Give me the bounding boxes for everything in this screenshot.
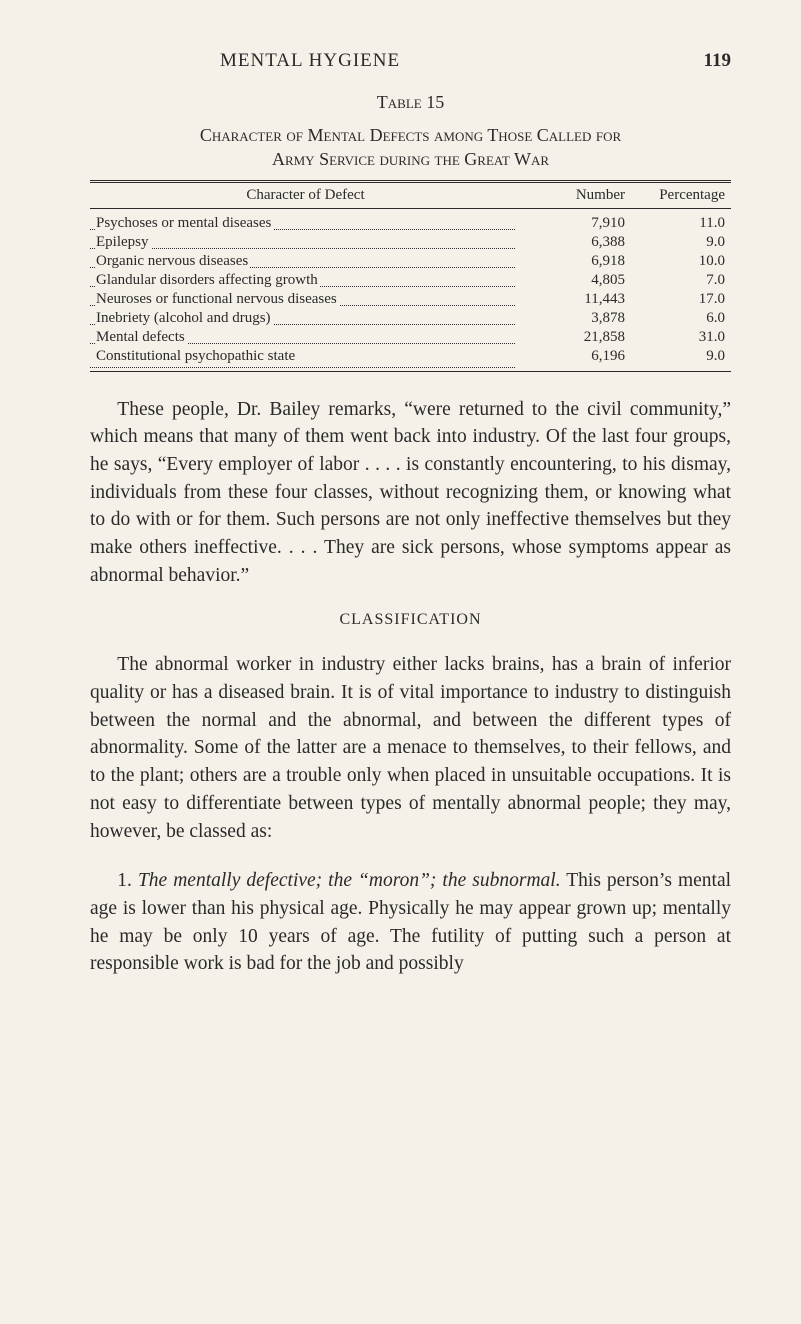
number-cell: 6,388 [521, 233, 631, 252]
page-number: 119 [704, 50, 731, 72]
leader-dots [90, 248, 515, 249]
table-title-line2: Army Service during the Great War [272, 149, 549, 169]
defect-cell: Epilepsy [96, 234, 151, 250]
p3-italic-term: The mentally defective; the “moron”; the… [138, 870, 561, 891]
percentage-cell: 11.0 [631, 208, 731, 233]
percentage-cell: 10.0 [631, 252, 731, 271]
table-row: Organic nervous diseases 6,918 10.0 [90, 252, 731, 271]
table-row: Epilepsy 6,388 9.0 [90, 233, 731, 252]
percentage-cell: 9.0 [631, 347, 731, 372]
percentage-cell: 31.0 [631, 328, 731, 347]
defect-cell: Constitutional psychopathic state [96, 348, 297, 364]
table-row: Psychoses or mental diseases 7,910 11.0 [90, 208, 731, 233]
table-title: Character of Mental Defects among Those … [90, 123, 731, 172]
number-cell: 7,910 [521, 208, 631, 233]
number-cell: 21,858 [521, 328, 631, 347]
p3-lead-number: 1. [117, 870, 138, 891]
table-body: Psychoses or mental diseases 7,910 11.0 … [90, 208, 731, 371]
number-cell: 3,878 [521, 309, 631, 328]
leader-dots [90, 367, 515, 368]
defect-cell: Psychoses or mental diseases [96, 215, 273, 231]
col-header-percentage: Percentage [631, 181, 731, 208]
paragraph-2: The abnormal worker in industry either l… [90, 651, 731, 845]
percentage-cell: 17.0 [631, 290, 731, 309]
defect-cell: Inebriety (alcohol and drugs) [96, 310, 273, 326]
defects-table: Character of Defect Number Percentage Ps… [90, 180, 731, 372]
percentage-cell: 7.0 [631, 271, 731, 290]
table-header-row: Character of Defect Number Percentage [90, 181, 731, 208]
defect-cell: Mental defects [96, 329, 187, 345]
table-row: Inebriety (alcohol and drugs) 3,878 6.0 [90, 309, 731, 328]
table-row: Neuroses or functional nervous diseases … [90, 290, 731, 309]
number-cell: 4,805 [521, 271, 631, 290]
paragraph-3: 1. The mentally defective; the “moron”; … [90, 867, 731, 978]
table-row: Constitutional psychopathic state 6,196 … [90, 347, 731, 372]
defect-cell: Glandular disorders affecting growth [96, 272, 320, 288]
col-header-defect: Character of Defect [90, 181, 521, 208]
number-cell: 11,443 [521, 290, 631, 309]
col-header-number: Number [521, 181, 631, 208]
page-header: MENTAL HYGIENE 119 [90, 50, 731, 72]
defect-cell: Neuroses or functional nervous diseases [96, 291, 339, 307]
running-head: MENTAL HYGIENE [220, 50, 400, 72]
table-title-line1: Character of Mental Defects among Those … [200, 125, 621, 145]
table-row: Mental defects 21,858 31.0 [90, 328, 731, 347]
paragraph-1: These people, Dr. Bailey remarks, “were … [90, 396, 731, 590]
number-cell: 6,918 [521, 252, 631, 271]
table-label: Table 15 [90, 92, 731, 113]
table-row: Glandular disorders affecting growth 4,8… [90, 271, 731, 290]
percentage-cell: 6.0 [631, 309, 731, 328]
number-cell: 6,196 [521, 347, 631, 372]
section-heading-classification: CLASSIFICATION [90, 611, 731, 629]
percentage-cell: 9.0 [631, 233, 731, 252]
defect-cell: Organic nervous diseases [96, 253, 250, 269]
